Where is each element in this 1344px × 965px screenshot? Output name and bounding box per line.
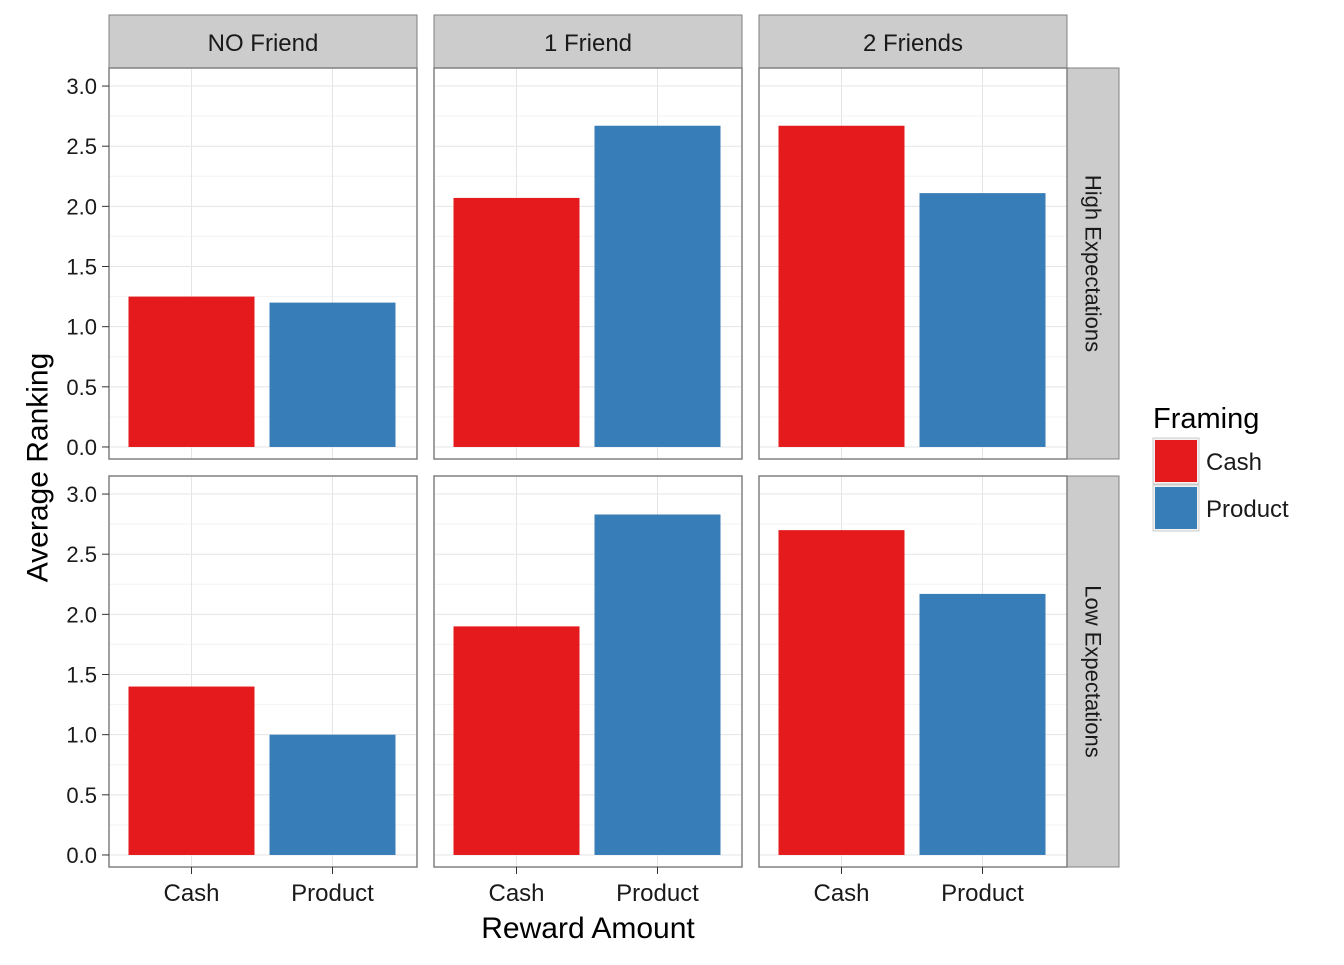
y-tick-label: 0.5 — [66, 783, 97, 808]
y-axis-title: Average Ranking — [22, 353, 55, 583]
facet-label-0: NO Friend — [208, 30, 319, 57]
bar-cash — [778, 125, 905, 447]
facet-label-2: 2 Friends — [863, 30, 963, 57]
x-axis-title: Reward Amount — [481, 912, 695, 945]
bar-product — [269, 734, 396, 855]
bar-product — [269, 302, 396, 447]
facet-strip-right — [1066, 67, 1120, 460]
facet-strip-top — [108, 14, 418, 69]
axes: 0.0 0.5 1.0 1.5 2.0 2.5 3.0 0.0 0.5 1.0 1.5 2.0 2.5 3… — [22, 74, 1025, 945]
x-tick-label: Product — [941, 880, 1024, 907]
facet-strip-top — [433, 14, 743, 69]
facet-strip-right — [1066, 475, 1120, 868]
bar-product — [594, 125, 721, 447]
legend-title: Framing — [1153, 403, 1259, 435]
facet-strip-top — [758, 14, 1068, 69]
legend-swatch-product — [1155, 487, 1197, 529]
panel-border — [433, 475, 743, 868]
bar-cash — [453, 626, 580, 855]
bar-product — [594, 514, 721, 855]
row-facet-label-1: Low Expectations — [1081, 585, 1106, 757]
panel-border — [758, 67, 1068, 460]
bar-cash — [778, 530, 905, 855]
facet-label-1: 1 Friend — [544, 30, 632, 57]
panel-border — [758, 475, 1068, 868]
legend: Framing Cash Product — [1152, 403, 1289, 532]
y-tick-label: 3.0 — [66, 482, 97, 507]
facet-panels: NO Friend 1 Friend 2 Friends High Expectati… — [108, 14, 1120, 868]
panel-border — [108, 67, 418, 460]
y-tick-label: 0.0 — [66, 843, 97, 868]
y-tick-label: 2.5 — [66, 134, 97, 159]
bar-product — [919, 593, 1046, 855]
bar-product — [919, 193, 1046, 447]
x-tick-label: Cash — [488, 880, 544, 907]
x-tick-label: Cash — [163, 880, 219, 907]
bar-cash — [453, 197, 580, 447]
y-tick-label: 2.5 — [66, 542, 97, 567]
panel-border — [108, 475, 418, 868]
y-tick-label: 1.0 — [66, 723, 97, 748]
y-tick-label: 2.0 — [66, 194, 97, 219]
row-facet-label-0: High Expectations — [1081, 175, 1106, 352]
y-tick-label: 0.0 — [66, 435, 97, 460]
y-tick-label: 0.5 — [66, 375, 97, 400]
legend-label: Cash — [1206, 449, 1262, 476]
bar-cash — [128, 296, 255, 447]
x-tick-label: Product — [616, 880, 699, 907]
y-tick-label: 1.5 — [66, 255, 97, 280]
panel-border — [433, 67, 743, 460]
legend-label: Product — [1206, 496, 1289, 523]
y-tick-label: 1.0 — [66, 315, 97, 340]
y-tick-label: 3.0 — [66, 74, 97, 99]
legend-swatch-cash — [1155, 440, 1197, 482]
y-tick-label: 2.0 — [66, 602, 97, 627]
bar-cash — [128, 686, 255, 855]
x-tick-label: Product — [291, 880, 374, 907]
x-tick-label: Cash — [813, 880, 869, 907]
y-tick-label: 1.5 — [66, 663, 97, 688]
